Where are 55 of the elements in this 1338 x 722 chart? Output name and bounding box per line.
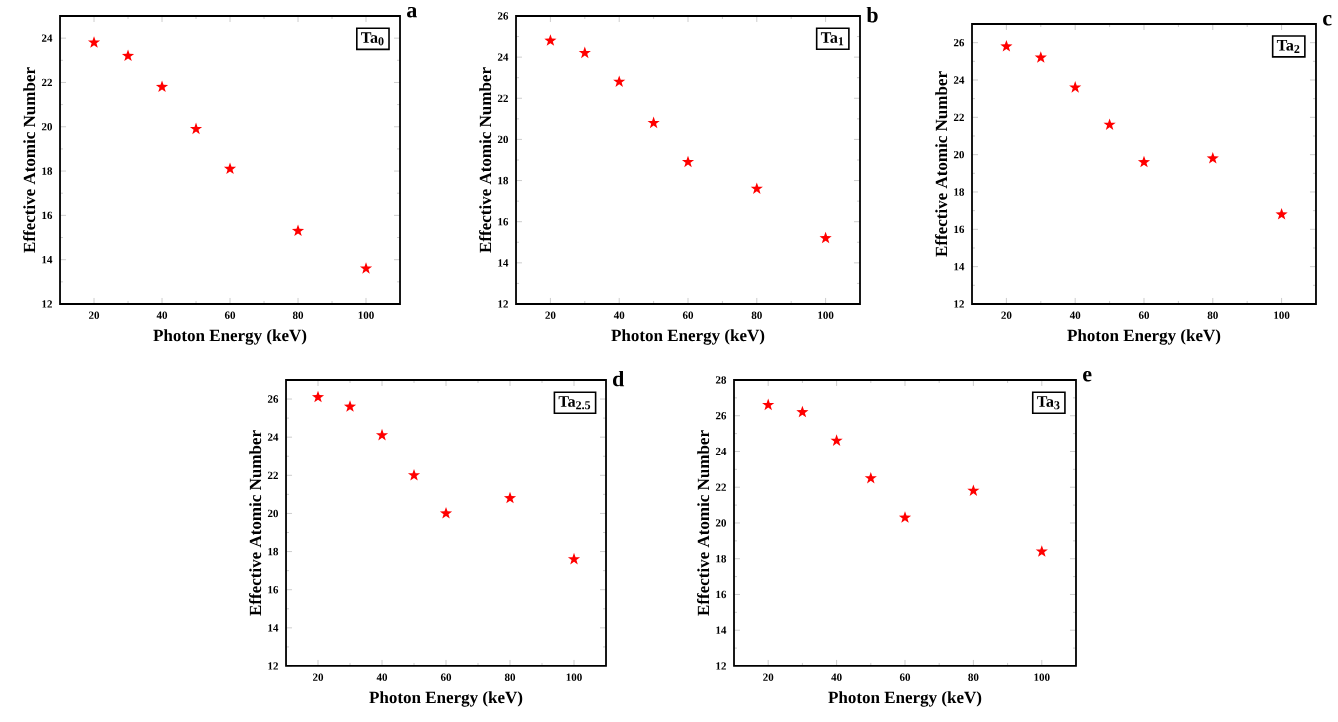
point — [762, 398, 775, 411]
chart-title: a — [407, 6, 417, 18]
y-axis-title: Effective Atomic Number — [249, 430, 262, 616]
annotation: Ta$_{0}$ — [361, 32, 384, 46]
point — [1069, 81, 1082, 93]
x-axis-title: Photon Energy (keV) — [1067, 329, 1221, 345]
annotation: Ta$_{2.5}$ — [558, 396, 591, 410]
point — [439, 507, 453, 519]
annotation: Ta$_{2}$ — [1276, 39, 1300, 53]
point — [613, 75, 626, 87]
x-axis-title: Photon Energy (keV) — [369, 691, 523, 707]
point — [1034, 51, 1047, 63]
x-axis-title: Photon Energy (keV) — [828, 691, 982, 707]
point — [311, 390, 325, 403]
y-axis-title: Effective Atomic Number — [23, 67, 36, 253]
point — [343, 400, 357, 412]
point — [375, 428, 389, 441]
chart-title: c — [1323, 14, 1332, 26]
point — [291, 224, 305, 237]
point — [87, 36, 101, 48]
point — [503, 491, 517, 504]
chart-title: d — [612, 370, 625, 387]
point — [155, 80, 169, 93]
annotation: Ta$_{1}$ — [820, 32, 844, 46]
point — [1275, 207, 1288, 220]
point — [1000, 39, 1013, 52]
annotation: Ta$_{3}$ — [1036, 396, 1060, 410]
x-axis-title: Photon Energy (keV) — [611, 329, 765, 345]
point — [121, 49, 135, 62]
chart-title: e — [1083, 370, 1092, 382]
point — [544, 34, 557, 46]
point — [898, 511, 912, 523]
point — [830, 434, 843, 446]
chart-title: b — [866, 6, 878, 23]
point — [967, 484, 980, 496]
point — [796, 405, 809, 418]
point — [1137, 155, 1151, 168]
y-axis-title: Effective Atomic Number — [935, 71, 948, 257]
point — [359, 262, 373, 274]
point — [819, 231, 832, 244]
point — [1035, 545, 1048, 557]
y-axis-title: Effective Atomic Number — [479, 67, 492, 253]
point — [223, 162, 237, 175]
point — [1206, 151, 1219, 164]
point — [864, 471, 877, 484]
point — [1103, 118, 1116, 130]
point — [407, 468, 421, 481]
point — [647, 116, 660, 129]
point — [578, 46, 591, 59]
point — [189, 122, 203, 135]
point — [681, 155, 695, 168]
point — [750, 182, 763, 194]
y-axis-title: Effective Atomic Number — [697, 430, 710, 616]
point — [567, 552, 581, 565]
x-axis-title: Photon Energy (keV) — [153, 329, 307, 345]
